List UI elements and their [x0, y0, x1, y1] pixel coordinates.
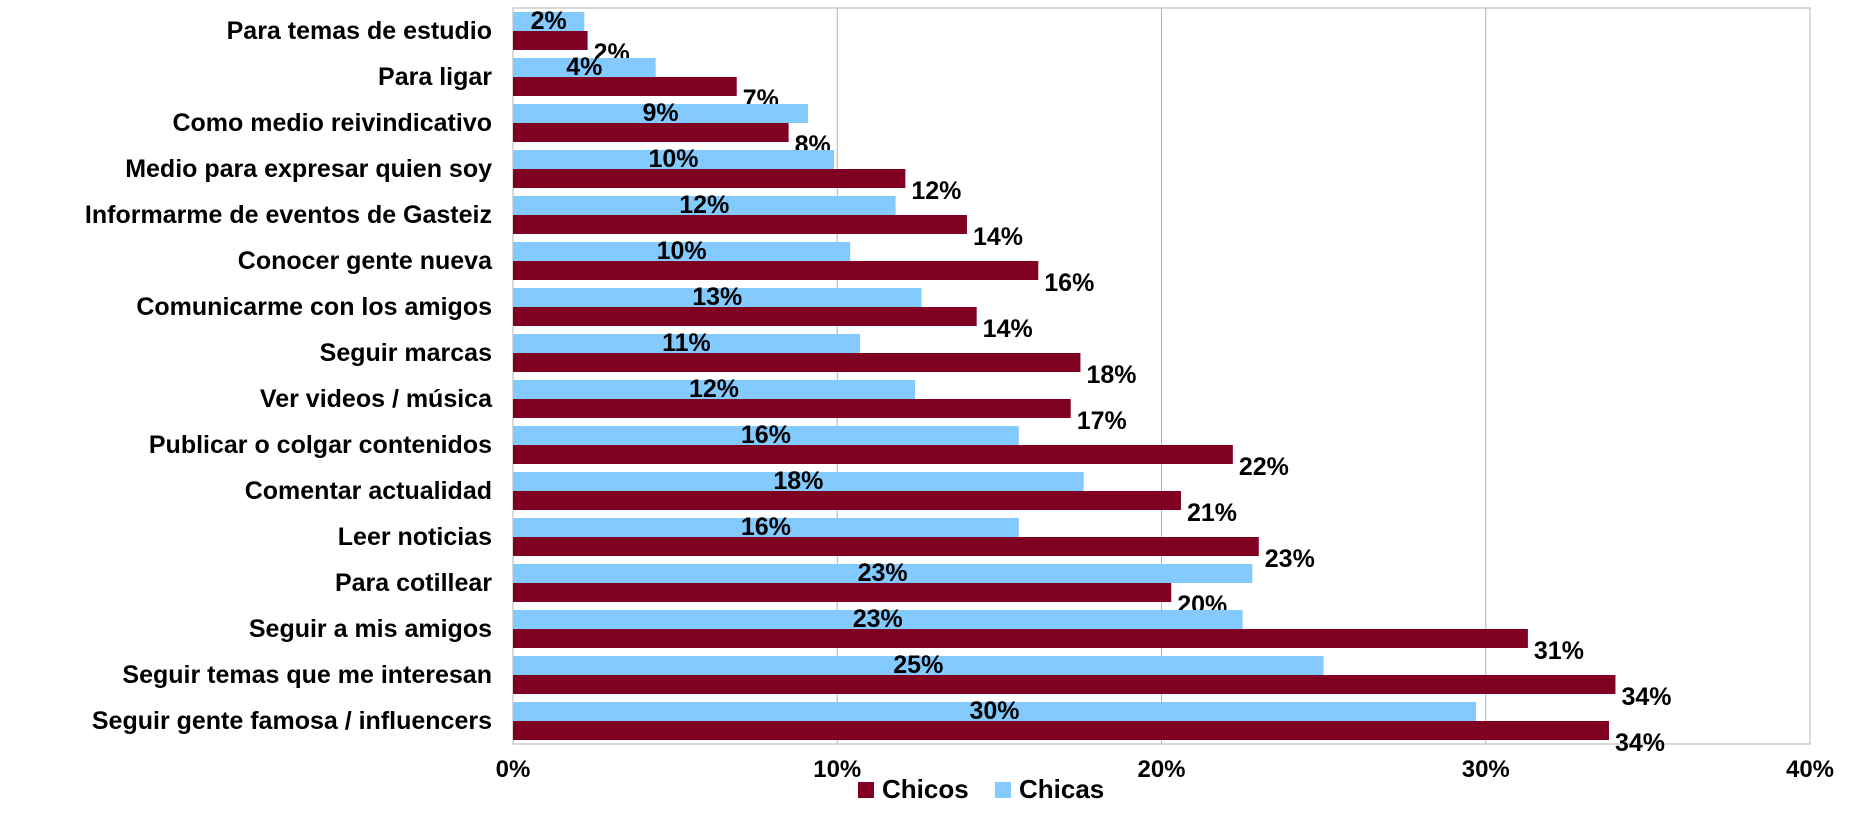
- data-label-chicas: 23%: [853, 605, 903, 633]
- bar-chicas: [513, 472, 1084, 491]
- bar-chicos: [513, 399, 1071, 418]
- bar-chicos: [513, 491, 1181, 510]
- category-label: Seguir gente famosa / influencers: [92, 707, 492, 735]
- x-tick-label: 0%: [496, 756, 531, 783]
- bar-chicos: [513, 261, 1039, 280]
- data-label-chicas: 25%: [893, 651, 943, 679]
- bar-chicas: [513, 426, 1019, 445]
- legend-swatch-chicos: [858, 782, 874, 798]
- bar-chicas: [513, 242, 851, 261]
- bar-chicas: [513, 380, 916, 399]
- bar-chicos: [513, 123, 789, 142]
- bar-chicos: [513, 77, 737, 96]
- category-label: Comunicarme con los amigos: [136, 293, 492, 321]
- category-label: Ver videos / música: [260, 385, 493, 413]
- data-label-chicas: 10%: [657, 237, 707, 265]
- bar-chicas: [513, 196, 896, 215]
- category-label: Medio para expresar quien soy: [125, 155, 492, 183]
- category-label: Seguir a mis amigos: [249, 615, 492, 643]
- data-label-chicos: 17%: [1077, 407, 1127, 435]
- data-label-chicas: 11%: [662, 329, 711, 357]
- x-tick-label: 30%: [1462, 756, 1510, 783]
- bar-chicas: [513, 702, 1477, 721]
- x-tick-label: 20%: [1137, 756, 1185, 783]
- bar-chicas: [513, 104, 809, 123]
- bar-chicos: [513, 721, 1609, 740]
- bar-chicos: [513, 675, 1616, 694]
- bar-chicos: [513, 537, 1259, 556]
- bar-chicos: [513, 583, 1172, 602]
- data-label-chicas: 10%: [648, 145, 698, 173]
- x-tick-label: 40%: [1786, 756, 1834, 783]
- bar-chicos: [513, 307, 977, 326]
- category-label: Para cotillear: [335, 569, 492, 597]
- category-label: Como medio reivindicativo: [172, 109, 492, 137]
- data-label-chicos: 16%: [1044, 269, 1094, 297]
- category-label: Conocer gente nueva: [238, 247, 493, 275]
- data-label-chicas: 12%: [689, 375, 739, 403]
- data-label-chicos: 14%: [983, 315, 1033, 343]
- category-label: Para ligar: [378, 63, 492, 91]
- data-label-chicos: 14%: [973, 223, 1023, 251]
- category-label: Comentar actualidad: [245, 477, 492, 505]
- bar-chicas: [513, 288, 922, 307]
- bar-chicos: [513, 215, 967, 234]
- category-label: Seguir marcas: [320, 339, 492, 367]
- bar-chicas: [513, 58, 656, 77]
- bar-chicas: [513, 610, 1243, 629]
- category-label: Leer noticias: [338, 523, 492, 551]
- bar-chicas: [513, 334, 860, 353]
- data-label-chicos: 21%: [1187, 499, 1237, 527]
- bar-chicas: [513, 564, 1253, 583]
- data-label-chicas: 23%: [858, 559, 908, 587]
- data-label-chicos: 12%: [911, 177, 961, 205]
- data-label-chicas: 12%: [679, 191, 729, 219]
- data-label-chicas: 18%: [773, 467, 823, 495]
- data-label-chicos: 34%: [1615, 729, 1665, 757]
- category-label: Publicar o colgar contenidos: [149, 431, 492, 459]
- bar-chicas: [513, 150, 835, 169]
- data-label-chicas: 9%: [642, 99, 678, 127]
- bar-chicas: [513, 518, 1019, 537]
- data-label-chicos: 18%: [1086, 361, 1136, 389]
- data-label-chicos: 34%: [1621, 683, 1671, 711]
- category-label: Para temas de estudio: [227, 17, 492, 45]
- legend-label-chicas: Chicas: [1019, 774, 1104, 804]
- bar-chicos: [513, 31, 588, 50]
- data-label-chicos: 22%: [1239, 453, 1289, 481]
- legend-swatch-chicas: [995, 782, 1011, 798]
- bar-chicos: [513, 353, 1081, 372]
- data-label-chicos: 23%: [1265, 545, 1315, 573]
- category-label: Seguir temas que me interesan: [122, 661, 492, 689]
- data-label-chicos: 31%: [1534, 637, 1584, 665]
- data-label-chicas: 4%: [566, 53, 602, 81]
- legend-label-chicos: Chicos: [882, 774, 969, 804]
- data-label-chicas: 13%: [692, 283, 742, 311]
- bar-chicos: [513, 445, 1233, 464]
- data-label-chicas: 2%: [531, 7, 567, 35]
- x-tick-label: 10%: [813, 756, 861, 783]
- bar-chicas: [513, 656, 1324, 675]
- data-label-chicas: 16%: [741, 513, 791, 541]
- bar-chicas: [513, 12, 585, 31]
- bar-chicos: [513, 169, 906, 188]
- data-label-chicas: 16%: [741, 421, 791, 449]
- bar-chicos: [513, 629, 1528, 648]
- category-label: Informarme de eventos de Gasteiz: [85, 201, 492, 229]
- data-label-chicas: 30%: [969, 697, 1019, 725]
